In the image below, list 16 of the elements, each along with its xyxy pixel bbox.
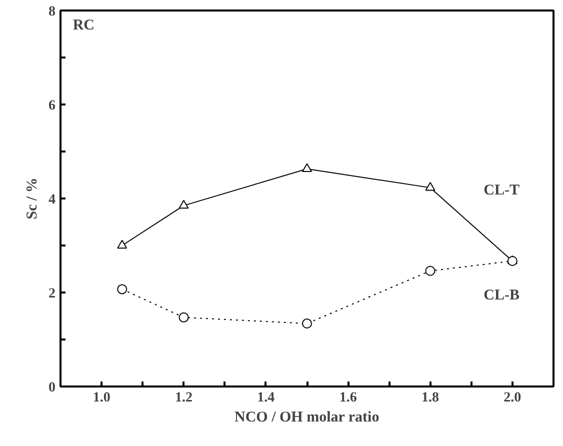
x-tick-label: 1.8 — [422, 390, 439, 406]
y-tick-label: 4 — [48, 192, 56, 208]
y-tick-label: 2 — [48, 286, 56, 302]
x-axis-title: NCO / OH molar ratio — [234, 410, 380, 426]
x-tick-label: 1.4 — [257, 390, 275, 406]
y-tick-label: 0 — [48, 380, 56, 396]
x-tick-label: 1.0 — [92, 390, 110, 406]
y-axis-title: Sc / % — [24, 178, 40, 220]
annotation: RC — [72, 18, 94, 34]
series-label: CL-B — [484, 288, 520, 304]
series-label: CL-T — [484, 182, 520, 198]
x-tick-label: 1.6 — [339, 390, 357, 406]
x-tick-label: 2.0 — [504, 390, 522, 406]
x-tick-label: 1.2 — [175, 390, 192, 406]
y-tick-label: 6 — [48, 98, 56, 114]
y-tick-label: 8 — [48, 4, 56, 20]
